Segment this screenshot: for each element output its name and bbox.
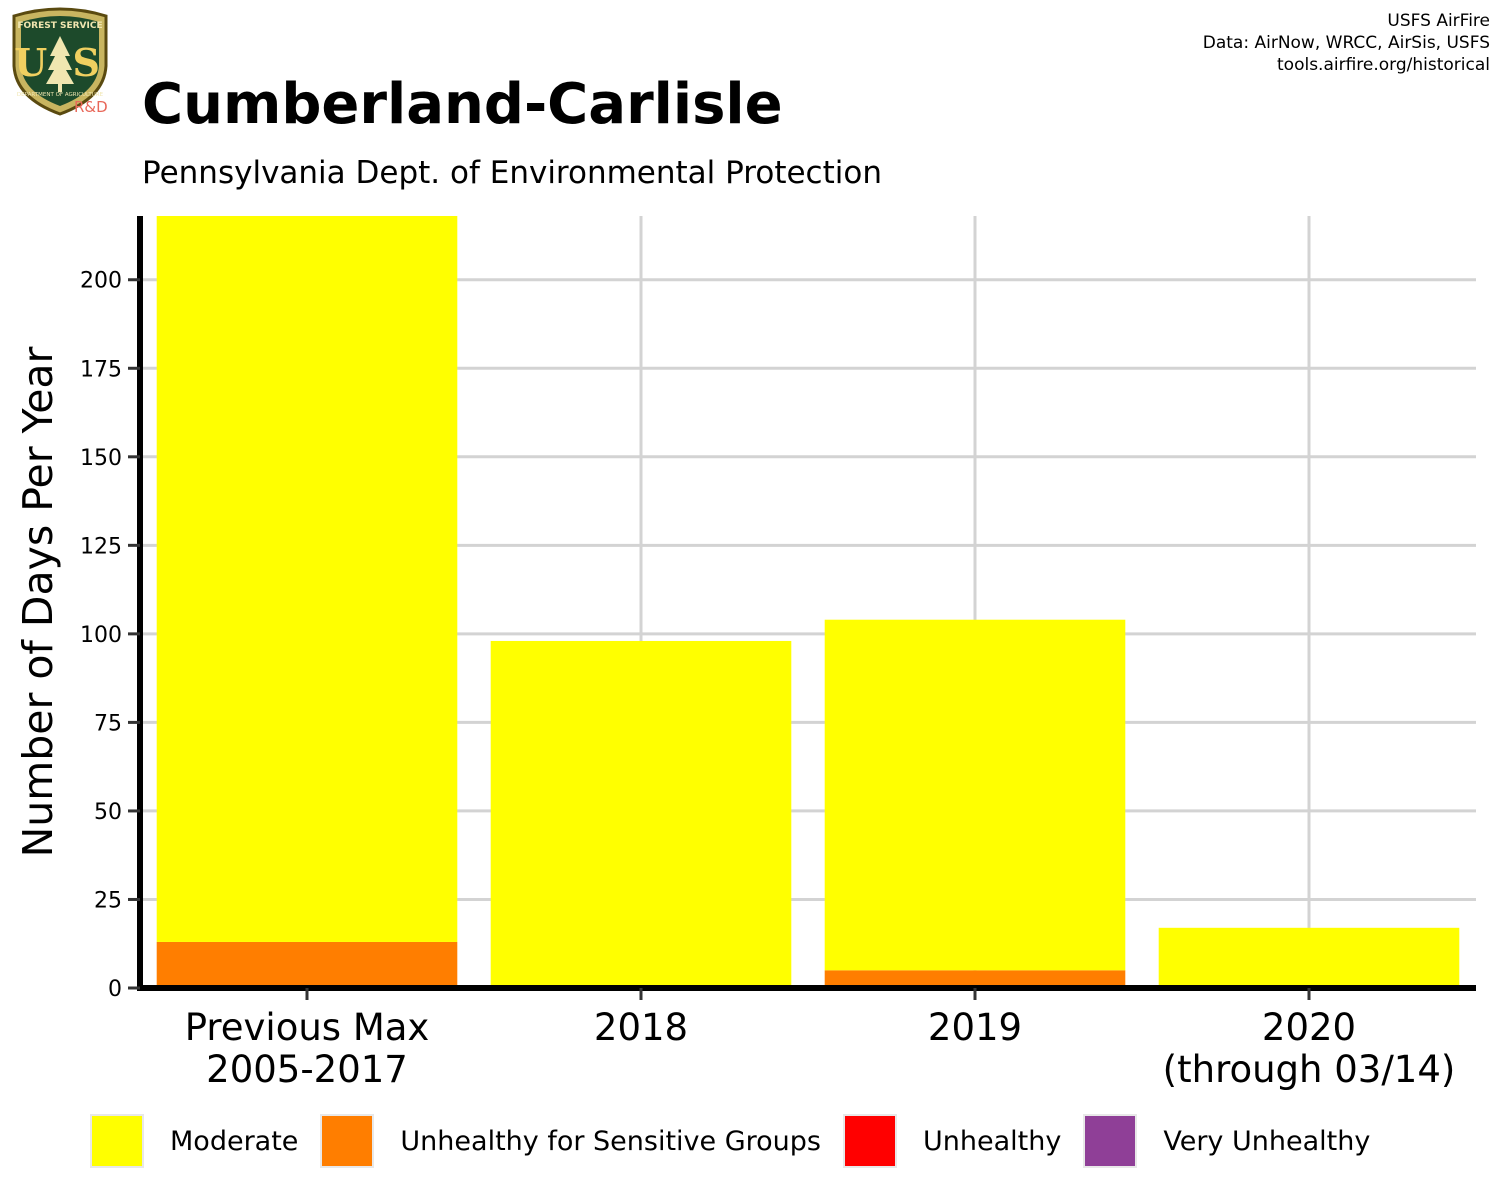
credit-line: tools.airfire.org/historical (1277, 55, 1490, 75)
legend-item: Unhealthy for Sensitive Groups (320, 1114, 821, 1168)
bar-moderate (490, 640, 792, 988)
y-tick-label: 0 (108, 977, 122, 1002)
y-axis-title: Number of Days Per Year (14, 346, 62, 857)
y-tick-label: 150 (80, 446, 122, 471)
usfs-logo: FOREST SERVICE U S DEPARTMENT OF AGRICUL… (6, 6, 114, 118)
credit-line: USFS AirFire (1387, 11, 1490, 31)
svg-text:DEPARTMENT OF AGRICULTURE: DEPARTMENT OF AGRICULTURE (17, 92, 104, 98)
legend-label: Moderate (170, 1125, 299, 1157)
legend-swatch (90, 1114, 144, 1168)
y-tick-label: 200 (80, 269, 122, 294)
chart-subtitle: Pennsylvania Dept. of Environmental Prot… (142, 155, 882, 191)
x-tick-label: 2005-2017 (206, 1048, 408, 1091)
x-tick-label: 2020 (1262, 1006, 1356, 1049)
credit-line: Data: AirNow, WRCC, AirSis, USFS (1202, 33, 1490, 53)
y-tick-label: 100 (80, 623, 122, 648)
y-tick-label: 25 (94, 888, 122, 913)
y-tick-label: 50 (94, 800, 122, 825)
svg-text:FOREST SERVICE: FOREST SERVICE (17, 21, 102, 31)
bar-unhealthy-for-sensitive-groups (156, 941, 458, 988)
y-tick-label: 175 (80, 357, 122, 382)
y-tick-label: 75 (94, 711, 122, 736)
legend-swatch (843, 1114, 897, 1168)
legend: Moderate Unhealthy for Sensitive Groups Un… (90, 1112, 1392, 1170)
legend-swatch (320, 1114, 375, 1168)
legend-label: Unhealthy (923, 1125, 1062, 1157)
legend-item: Very Unhealthy (1083, 1114, 1370, 1168)
chart-title: Cumberland-Carlisle (142, 72, 783, 137)
bar-moderate (824, 619, 1126, 971)
bar-unhealthy-for-sensitive-groups (824, 970, 1126, 988)
x-tick-label: (through 03/14) (1163, 1048, 1456, 1091)
legend-item: Moderate (90, 1114, 298, 1168)
bar-moderate (1158, 927, 1460, 988)
bar-moderate (156, 216, 458, 942)
legend-label: Very Unhealthy (1163, 1125, 1371, 1157)
x-tick-label: 2018 (594, 1006, 688, 1049)
legend-item: Unhealthy (843, 1114, 1061, 1168)
rd-tag: R&D (74, 98, 108, 116)
credits: USFS AirFire Data: AirNow, WRCC, AirSis,… (1203, 10, 1490, 76)
legend-label: Unhealthy for Sensitive Groups (400, 1125, 821, 1157)
x-tick-label: Previous Max (185, 1006, 430, 1049)
x-tick-label: 2019 (928, 1006, 1022, 1049)
legend-swatch (1083, 1114, 1138, 1168)
y-tick-label: 125 (80, 534, 122, 559)
